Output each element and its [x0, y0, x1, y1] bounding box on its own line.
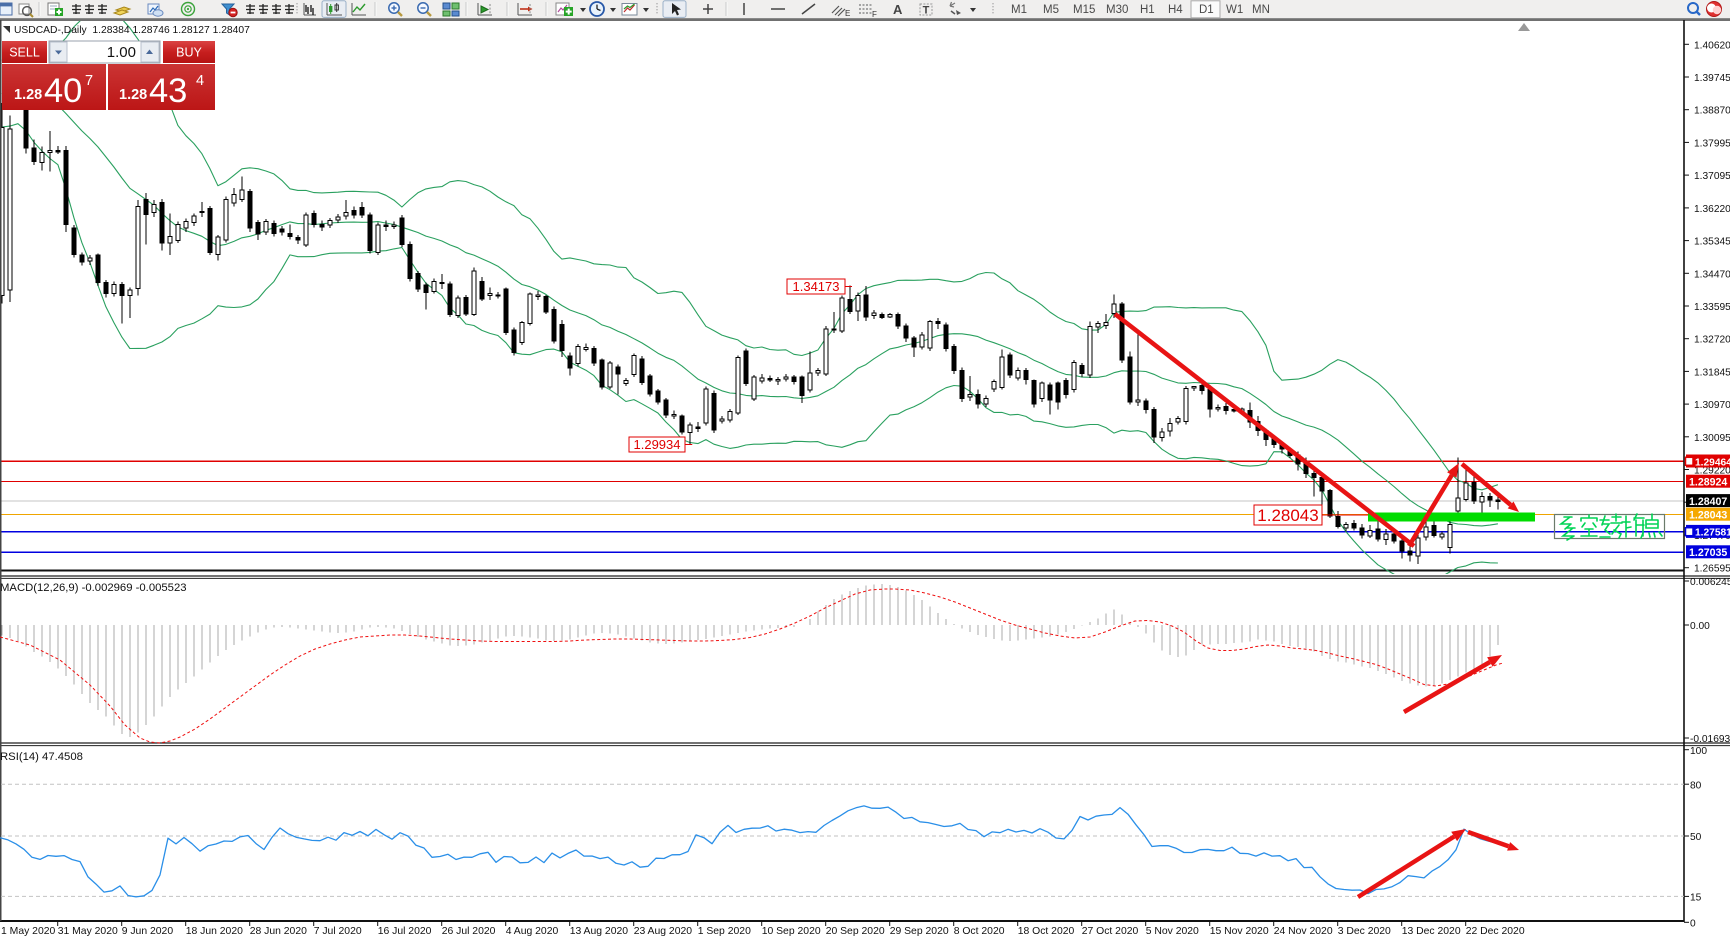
- svg-text:1.35345: 1.35345: [1694, 237, 1730, 248]
- svg-text:24 Nov 2020: 24 Nov 2020: [1274, 926, 1333, 937]
- svg-text:1.37095: 1.37095: [1694, 171, 1730, 182]
- svg-text:26 Jul 2020: 26 Jul 2020: [442, 926, 496, 937]
- svg-text:H4: H4: [1168, 4, 1183, 16]
- svg-text:20 Sep 2020: 20 Sep 2020: [826, 926, 885, 937]
- svg-text:50: 50: [1690, 832, 1702, 843]
- svg-text:0.006245: 0.006245: [1690, 577, 1730, 588]
- svg-text:1.37995: 1.37995: [1694, 138, 1730, 149]
- svg-text:18 Jun 2020: 18 Jun 2020: [186, 926, 243, 937]
- svg-text:1.31845: 1.31845: [1694, 367, 1730, 378]
- svg-text:1.39745: 1.39745: [1694, 73, 1730, 84]
- svg-text:1.30095: 1.30095: [1694, 433, 1730, 444]
- svg-text:16 Jul 2020: 16 Jul 2020: [378, 926, 432, 937]
- svg-text:W1: W1: [1226, 4, 1243, 16]
- svg-text:1.28407: 1.28407: [1689, 496, 1727, 508]
- svg-text:1.28: 1.28: [119, 87, 147, 103]
- svg-text:10 Sep 2020: 10 Sep 2020: [762, 926, 821, 937]
- svg-text:7: 7: [85, 73, 93, 89]
- svg-text:28 Jun 2020: 28 Jun 2020: [250, 926, 307, 937]
- svg-text:1.28043: 1.28043: [1257, 506, 1318, 525]
- svg-text:H1: H1: [1140, 4, 1155, 16]
- svg-text:1 May 2020: 1 May 2020: [1, 926, 56, 937]
- svg-text:40: 40: [44, 72, 82, 110]
- svg-text:18 Oct 2020: 18 Oct 2020: [1018, 926, 1075, 937]
- svg-text:M5: M5: [1043, 4, 1059, 16]
- svg-text:1.30970: 1.30970: [1694, 400, 1730, 411]
- svg-text:MN: MN: [1252, 4, 1270, 16]
- svg-text:5 Nov 2020: 5 Nov 2020: [1146, 926, 1199, 937]
- svg-text:27 Oct 2020: 27 Oct 2020: [1082, 926, 1139, 937]
- svg-text:23 Aug 2020: 23 Aug 2020: [634, 926, 693, 937]
- svg-text:E: E: [845, 9, 850, 18]
- svg-text:43: 43: [149, 72, 187, 110]
- svg-text:8 Oct 2020: 8 Oct 2020: [954, 926, 1005, 937]
- svg-text:BUY: BUY: [176, 46, 202, 60]
- svg-text:1 Sep 2020: 1 Sep 2020: [698, 926, 751, 937]
- svg-text:1.33595: 1.33595: [1694, 302, 1730, 313]
- svg-text:1.28: 1.28: [14, 87, 42, 103]
- svg-text:100: 100: [1690, 746, 1707, 757]
- svg-text:22 Dec 2020: 22 Dec 2020: [1466, 926, 1525, 937]
- svg-text:80: 80: [1690, 780, 1702, 791]
- svg-text:4 Aug 2020: 4 Aug 2020: [506, 926, 559, 937]
- svg-text:1.34470: 1.34470: [1694, 269, 1730, 280]
- svg-text:1.28043: 1.28043: [1689, 510, 1727, 522]
- svg-text:1.32720: 1.32720: [1694, 335, 1730, 346]
- svg-text:0.00: 0.00: [1690, 621, 1710, 632]
- svg-text:1.34173: 1.34173: [793, 279, 840, 294]
- svg-text:F: F: [872, 10, 877, 19]
- svg-text:M1: M1: [1011, 4, 1027, 16]
- svg-text:D1: D1: [1199, 4, 1214, 16]
- svg-text:USDCAD-,Daily 1.28384 1.28746: USDCAD-,Daily 1.28384 1.28746 1.28127 1.…: [14, 25, 250, 36]
- svg-text:1.27035: 1.27035: [1689, 547, 1727, 559]
- svg-text:4: 4: [196, 73, 204, 89]
- svg-text:A: A: [893, 2, 903, 17]
- svg-text:1.29464: 1.29464: [1695, 457, 1730, 468]
- svg-text:1.38870: 1.38870: [1694, 106, 1730, 117]
- svg-text:1.00: 1.00: [107, 44, 136, 61]
- svg-text:13 Dec 2020: 13 Dec 2020: [1402, 926, 1461, 937]
- svg-text:1.29220: 1.29220: [1694, 466, 1730, 477]
- svg-text:1.40620: 1.40620: [1694, 40, 1730, 51]
- svg-text:13 Aug 2020: 13 Aug 2020: [570, 926, 629, 937]
- svg-text:15: 15: [1690, 893, 1702, 904]
- svg-text:1.27581: 1.27581: [1695, 528, 1730, 539]
- svg-text:1.26595: 1.26595: [1694, 564, 1730, 575]
- svg-text:3 Dec 2020: 3 Dec 2020: [1338, 926, 1391, 937]
- svg-text:SELL: SELL: [9, 46, 40, 60]
- svg-text:31 May 2020: 31 May 2020: [58, 926, 118, 937]
- svg-text:29 Sep 2020: 29 Sep 2020: [890, 926, 949, 937]
- svg-text:1.29934: 1.29934: [634, 437, 681, 452]
- svg-text:1.36220: 1.36220: [1694, 204, 1730, 215]
- svg-text:0: 0: [1690, 919, 1696, 930]
- svg-text:MACD(12,26,9) -0.002969 -0.005: MACD(12,26,9) -0.002969 -0.005523: [0, 582, 187, 594]
- svg-text:M15: M15: [1073, 4, 1095, 16]
- svg-text:T: T: [923, 4, 930, 16]
- svg-text:15 Nov 2020: 15 Nov 2020: [1210, 926, 1269, 937]
- svg-text:1.28924: 1.28924: [1689, 477, 1727, 489]
- svg-text:M30: M30: [1106, 4, 1128, 16]
- svg-text:RSI(14) 47.4508: RSI(14) 47.4508: [0, 751, 83, 763]
- svg-text:-0.016933: -0.016933: [1690, 734, 1730, 745]
- svg-text:9 Jun 2020: 9 Jun 2020: [122, 926, 174, 937]
- svg-text:7 Jul 2020: 7 Jul 2020: [314, 926, 362, 937]
